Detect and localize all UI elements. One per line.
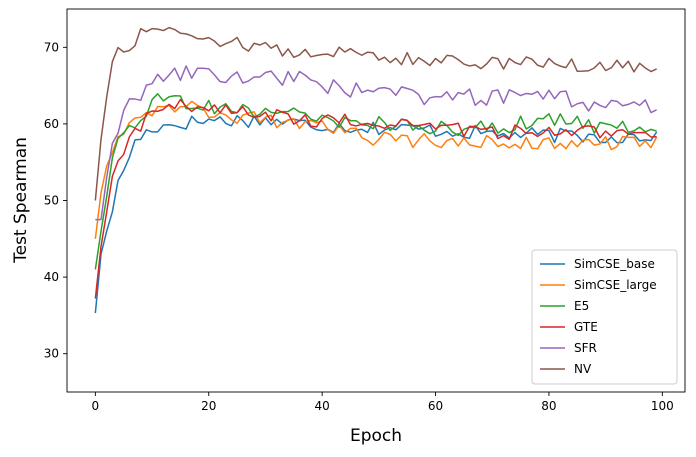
- legend-label: E5: [574, 299, 589, 313]
- x-tick-label: 40: [314, 399, 329, 413]
- series-line-sfr: [95, 65, 657, 221]
- series-line-simcse-base: [94, 114, 658, 314]
- legend: SimCSE_base SimCSE_large E5 GTE SFR NV: [531, 249, 678, 385]
- legend-label: GTE: [574, 320, 598, 334]
- y-tick-label: 30: [44, 347, 59, 361]
- legend-label: SimCSE_large: [574, 278, 657, 292]
- x-tick-label: 60: [428, 399, 443, 413]
- x-axis-ticks: 0 20 40 60 80 100: [92, 392, 674, 413]
- x-tick-label: 100: [651, 399, 674, 413]
- legend-label: NV: [574, 362, 592, 376]
- legend-label: SimCSE_base: [574, 257, 655, 271]
- y-tick-label: 50: [44, 194, 59, 208]
- y-tick-label: 40: [44, 270, 59, 284]
- y-tick-label: 70: [44, 40, 59, 54]
- x-tick-label: 20: [201, 399, 216, 413]
- series-lines: [94, 26, 658, 314]
- y-tick-label: 60: [44, 117, 59, 131]
- x-tick-label: 80: [541, 399, 556, 413]
- y-axis-ticks: 30 40 50 60 70: [44, 40, 67, 361]
- series-line-gte: [94, 98, 657, 299]
- x-tick-label: 0: [92, 399, 100, 413]
- legend-box: [531, 249, 678, 385]
- legend-label: SFR: [574, 341, 597, 355]
- x-axis-title: Epoch: [350, 426, 402, 446]
- series-line-simcse-large: [94, 100, 658, 239]
- y-axis-title: Test Spearman: [11, 137, 31, 264]
- series-line-nv: [94, 26, 657, 201]
